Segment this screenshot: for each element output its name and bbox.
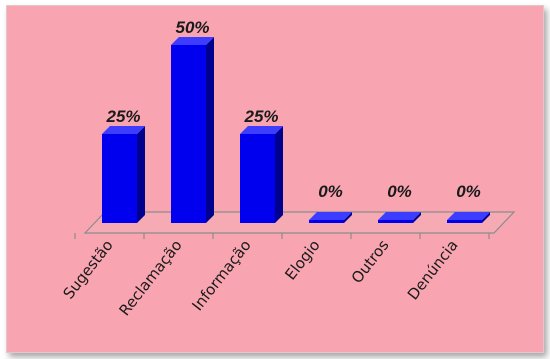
bar-top [240, 126, 283, 134]
bar-front [378, 220, 413, 223]
bar-top [447, 212, 490, 220]
bar-side [275, 126, 283, 223]
data-label-denuncia: 0% [456, 182, 481, 201]
bar-front [447, 220, 482, 223]
bar-side [344, 212, 352, 223]
bar-sugestao [102, 126, 145, 223]
bars [102, 37, 490, 223]
bar-side [206, 37, 214, 223]
data-label-elogio: 0% [318, 182, 343, 201]
x-tick-label-sugestao: Sugestão [59, 236, 116, 302]
data-label-reclamacao: 50% [175, 18, 209, 37]
bar-informacao [240, 126, 283, 223]
bar-outros [378, 212, 421, 223]
data-label-sugestao: 25% [105, 107, 140, 126]
bar-reclamacao [171, 37, 214, 223]
bar-top [102, 126, 145, 134]
bar-side [137, 126, 145, 223]
data-label-outros: 0% [387, 182, 412, 201]
bar-top [378, 212, 421, 220]
bar-top [171, 37, 214, 45]
data-labels: 25% 50% 25% 0% 0% 0% [105, 18, 480, 201]
bar-front [102, 134, 137, 223]
x-tick-label-informacao: Informação [188, 236, 254, 314]
bar-side [482, 212, 490, 223]
bar-denuncia [447, 212, 490, 223]
data-label-informacao: 25% [243, 107, 278, 126]
x-tick-label-outros: Outros [348, 236, 393, 287]
bar-side [413, 212, 421, 223]
x-tick-label-denuncia: Denúncia [404, 236, 462, 303]
bar-top [309, 212, 352, 220]
bar-front [171, 45, 206, 223]
bar-front [309, 220, 344, 223]
x-tick-label-elogio: Elogio [281, 236, 323, 283]
bar-front [240, 134, 275, 223]
x-tick-label-reclamacao: Reclamação [115, 236, 185, 319]
bar-elogio [309, 212, 352, 223]
